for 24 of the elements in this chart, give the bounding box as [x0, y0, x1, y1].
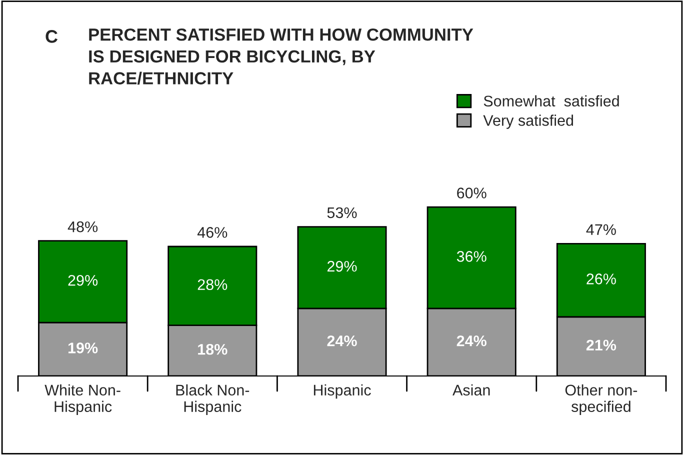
- legend-label: Somewhat satisfied: [484, 95, 619, 107]
- data-label: 21%: [586, 340, 616, 351]
- x-tick-label: Hispanic: [314, 384, 371, 399]
- data-label: 24%: [327, 336, 357, 346]
- total-label: 53%: [327, 207, 357, 218]
- x-tick-label: Black Non- Hispanic: [176, 384, 250, 416]
- total-label: 48%: [68, 221, 98, 232]
- x-tick-label: Asian: [452, 384, 490, 396]
- data-label: 18%: [198, 344, 228, 355]
- data-label: 19%: [68, 342, 98, 354]
- text: C: [46, 30, 58, 43]
- data-label: 26%: [586, 274, 616, 284]
- data-label: 29%: [68, 274, 98, 286]
- legend-label: Very satisfied: [483, 114, 574, 129]
- data-label: 28%: [198, 279, 228, 290]
- data-label: 24%: [456, 336, 486, 346]
- total-label: 46%: [197, 227, 228, 238]
- x-tick-label: Other non- specified: [565, 384, 638, 416]
- data-label: 29%: [327, 260, 357, 272]
- x-tick-label: White Non- Hispanic: [44, 384, 120, 416]
- chart-title: PERCENT SATISFIED WITH HOW COMMUNITY IS DESIGNED FOR BICYCLING, BY RACE/ETHNICITY: [89, 28, 474, 85]
- total-label: 47%: [586, 224, 616, 235]
- total-label: 60%: [457, 188, 486, 198]
- data-label: 36%: [456, 251, 486, 262]
